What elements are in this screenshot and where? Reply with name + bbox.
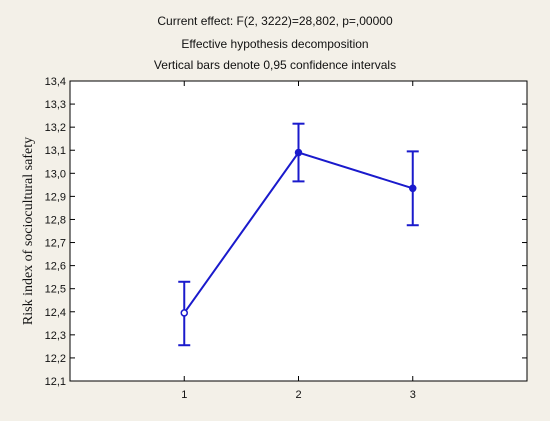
x-tick-label: 2	[295, 389, 301, 401]
y-tick-label: 12,3	[45, 330, 66, 342]
y-tick-label: 12,8	[45, 214, 66, 226]
y-tick-label: 12,6	[45, 261, 66, 273]
data-point	[180, 309, 188, 317]
chart-title-line-2: Effective hypothesis decomposition	[181, 37, 369, 51]
y-tick-label: 13,2	[45, 122, 66, 134]
data-point	[409, 184, 417, 193]
chart-title-line-3: Vertical bars denote 0,95 confidence int…	[153, 58, 397, 72]
x-tick-label: 1	[181, 389, 187, 401]
y-tick-label: 12,7	[45, 238, 66, 250]
y-axis-label: Risk index of sociocultural safety	[21, 137, 36, 325]
y-tick-label: 13,0	[45, 168, 66, 180]
y-tick-label: 13,1	[45, 145, 66, 157]
y-tick-label: 12,4	[45, 307, 66, 319]
y-tick-label: 12,9	[45, 191, 66, 203]
y-tick-label: 12,5	[45, 284, 66, 296]
x-tick-label: 3	[410, 389, 416, 401]
y-tick-label: 13,3	[45, 99, 66, 111]
chart-title-line-1: Current effect: F(2, 3222)=28,802, p=,00…	[157, 14, 393, 28]
y-tick-label: 12,2	[45, 353, 66, 365]
data-point	[294, 148, 303, 157]
y-tick-label: 13,4	[45, 76, 66, 88]
y-tick-label: 12,1	[45, 376, 66, 388]
